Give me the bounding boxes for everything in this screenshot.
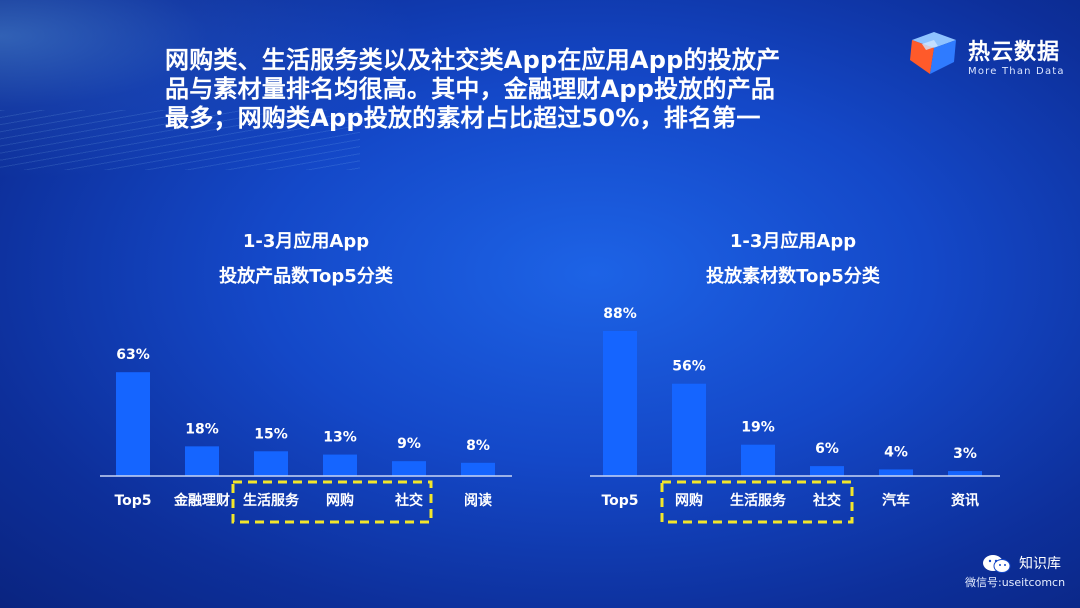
chart-1-value-label-6: 8% xyxy=(466,438,490,454)
chart-2-bar-3 xyxy=(741,444,775,476)
chart-1-bar-2 xyxy=(185,446,219,476)
chart-2-bar-6 xyxy=(948,471,982,476)
background-lines xyxy=(0,110,360,170)
cube-logo-icon xyxy=(910,32,956,74)
chart-2-category-label-5: 汽车 xyxy=(882,492,910,509)
chart-2-value-label-3: 19% xyxy=(741,420,775,436)
chart-2-value-label-2: 56% xyxy=(672,359,706,375)
chart-1-highlight-box xyxy=(231,480,433,524)
chart-2-title-line-1: 1-3月应用App xyxy=(730,230,856,252)
chart-1-value-label-1: 63% xyxy=(116,347,150,363)
brand-tagline: More Than Data xyxy=(968,66,1065,77)
chart-1-value-label-4: 13% xyxy=(323,430,357,446)
chart-1-bar-6 xyxy=(461,462,495,476)
chart-1-bar-3 xyxy=(254,451,288,476)
chart-2-category-label-4: 社交 xyxy=(812,492,841,509)
chart-2-value-label-5: 4% xyxy=(884,444,908,460)
chart-2-bar-1 xyxy=(603,331,637,476)
chart-1-bar-4 xyxy=(323,454,357,476)
brand-logo: 热云数据 More Than Data xyxy=(908,30,1068,80)
chart-1-bar-1 xyxy=(116,372,150,476)
headline: 网购类、生活服务类以及社交类App在应用App的投放产 品与素材量排名均很高。其… xyxy=(165,46,865,133)
chart-2-title-line-2: 投放素材数Top5分类 xyxy=(706,265,881,287)
chart-2-value-label-6: 3% xyxy=(953,446,977,462)
chart-1-value-label-3: 15% xyxy=(254,426,288,442)
chart-1-category-label-1: Top5 xyxy=(114,493,151,509)
chart-1-category-label-5: 社交 xyxy=(394,492,423,509)
wechat-watermark: 知识库 微信号:useitcomcn xyxy=(965,552,1075,592)
chart-2-bar-5 xyxy=(879,469,913,476)
brand-name: 热云数据 xyxy=(968,40,1061,65)
chart-1-category-label-6: 阅读 xyxy=(464,492,492,509)
chart-1-title-line-1: 1-3月应用App xyxy=(243,230,369,252)
chart-2-bar-4 xyxy=(810,466,844,476)
headline-line-3: 最多；网购类App投放的素材占比超过50%，排名第一 xyxy=(165,104,761,132)
chart-1-value-label-2: 18% xyxy=(185,421,219,437)
chart-1-value-label-5: 9% xyxy=(397,436,421,452)
chart-1-category-label-3: 生活服务 xyxy=(243,492,300,509)
watermark-title: 知识库 xyxy=(1019,556,1061,572)
chart-2-category-label-6: 资讯 xyxy=(951,492,979,509)
chart-1-bar-5 xyxy=(392,461,426,476)
chart-2-highlight-box xyxy=(660,480,854,524)
chart-2-category-label-1: Top5 xyxy=(601,493,638,509)
chart-1-category-label-4: 网购 xyxy=(326,492,354,509)
chart-2-category-label-3: 生活服务 xyxy=(730,492,787,509)
chart-2-value-label-1: 88% xyxy=(603,306,637,322)
chart-2-category-label-2: 网购 xyxy=(675,492,703,509)
headline-line-2: 品与素材量排名均很高。其中，金融理财App投放的产品 xyxy=(165,75,776,103)
wechat-icon xyxy=(983,555,1011,573)
chart-2-value-label-4: 6% xyxy=(815,441,839,457)
chart-1-title-line-2: 投放产品数Top5分类 xyxy=(219,265,394,287)
headline-line-1: 网购类、生活服务类以及社交类App在应用App的投放产 xyxy=(165,46,781,74)
watermark-subtitle: 微信号:useitcomcn xyxy=(965,576,1066,589)
chart-1-category-label-2: 金融理财 xyxy=(173,492,230,509)
chart-2-bar-2 xyxy=(672,383,706,476)
